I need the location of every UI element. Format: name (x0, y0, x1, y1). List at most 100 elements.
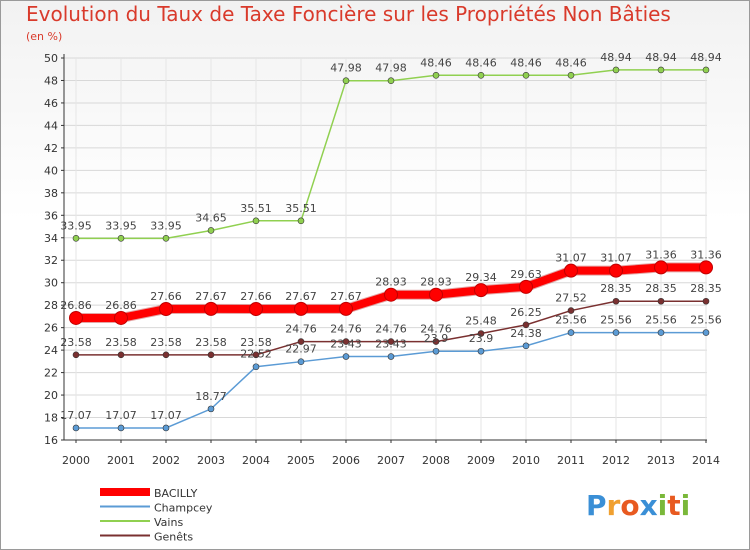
logo-letter: o (620, 489, 640, 522)
data-label: 31.07 (555, 252, 587, 265)
data-label: 23.58 (105, 336, 137, 349)
x-tick-label: 2002 (152, 454, 180, 467)
x-tick-label: 2008 (422, 454, 450, 467)
data-label: 27.67 (330, 290, 362, 303)
data-label: 48.94 (600, 51, 632, 64)
y-tick-label: 44 (44, 119, 58, 132)
data-label: 34.65 (195, 211, 227, 224)
data-point (477, 72, 485, 79)
data-point (252, 351, 260, 359)
data-label: 17.07 (150, 409, 182, 422)
x-tick-label: 2006 (332, 454, 360, 467)
data-label: 17.07 (60, 409, 92, 422)
data-label: 27.66 (150, 290, 182, 303)
data-point (519, 279, 533, 294)
data-label: 26.86 (105, 299, 137, 312)
data-point (159, 301, 173, 316)
y-tick-label: 34 (44, 232, 58, 245)
chart-subtitle: (en %) (26, 30, 63, 43)
data-label: 17.07 (105, 409, 137, 422)
data-label: 22.52 (240, 348, 272, 361)
legend-label: Champcey (154, 502, 213, 515)
logo-letter: r (606, 489, 621, 522)
data-label: 48.46 (420, 56, 452, 69)
data-point (162, 351, 170, 359)
data-point (387, 77, 395, 84)
y-tick-label: 20 (44, 389, 58, 402)
data-label: 31.36 (645, 248, 677, 261)
y-tick-label: 42 (44, 142, 58, 155)
x-tick-label: 2004 (242, 454, 270, 467)
logo-letter: i (680, 489, 691, 522)
data-label: 31.36 (690, 248, 722, 261)
data-point (477, 330, 485, 337)
y-tick-label: 46 (44, 97, 58, 110)
data-point (612, 297, 620, 305)
data-point (162, 235, 170, 242)
data-point (522, 72, 530, 79)
data-label: 24.76 (330, 323, 362, 336)
data-label: 24.76 (285, 323, 317, 336)
data-point (702, 297, 710, 305)
data-label: 18.77 (195, 390, 227, 403)
data-label: 28.35 (690, 282, 722, 295)
logo-letter: t (667, 489, 681, 522)
data-point (612, 329, 620, 336)
data-point (117, 351, 125, 359)
data-label: 28.93 (375, 276, 407, 289)
data-label: 25.48 (465, 314, 497, 327)
data-point (702, 329, 710, 336)
data-label: 25.56 (555, 314, 587, 327)
proxiti-logo: Proxiti (586, 489, 690, 522)
data-label: 47.98 (375, 62, 407, 75)
x-tick-label: 2005 (287, 454, 315, 467)
data-label: 22.97 (285, 343, 317, 356)
data-point (522, 342, 530, 350)
data-label: 25.56 (645, 314, 677, 327)
y-tick-label: 32 (44, 254, 58, 267)
data-point (207, 405, 215, 413)
data-label: 23.9 (469, 332, 494, 345)
y-tick-label: 22 (44, 367, 58, 380)
x-tick-label: 2012 (602, 454, 630, 467)
data-point (612, 66, 620, 74)
data-point (252, 363, 260, 371)
data-point (207, 227, 215, 234)
y-tick-label: 26 (44, 322, 58, 335)
data-point (387, 338, 395, 345)
chart-title: Evolution du Taux de Taxe Foncière sur l… (26, 2, 671, 26)
data-point (342, 353, 350, 360)
y-tick-label: 50 (44, 52, 58, 65)
data-point (72, 351, 80, 359)
data-label: 28.35 (600, 282, 632, 295)
legend-label: Genêts (154, 531, 193, 544)
data-point (567, 307, 575, 314)
data-point (384, 287, 398, 302)
data-label: 33.95 (60, 219, 92, 232)
data-point (297, 338, 305, 345)
data-point (429, 287, 443, 302)
data-point (207, 351, 215, 359)
x-tick-label: 2009 (467, 454, 495, 467)
data-label: 23.9 (424, 332, 449, 345)
data-label: 48.46 (510, 56, 542, 69)
data-point (477, 347, 485, 355)
logo-letter: x (639, 489, 658, 522)
logo-letter: P (586, 489, 607, 522)
x-tick-label: 2010 (512, 454, 540, 467)
data-label: 25.56 (600, 314, 632, 327)
data-label: 27.66 (240, 290, 272, 303)
data-label: 47.98 (330, 62, 362, 75)
data-label: 27.67 (195, 290, 227, 303)
data-label: 28.93 (420, 276, 452, 289)
data-point (117, 424, 125, 432)
data-point (342, 338, 350, 345)
data-label: 23.58 (150, 336, 182, 349)
data-label: 24.76 (375, 323, 407, 336)
data-label: 35.51 (240, 202, 272, 215)
data-point (702, 66, 710, 74)
y-tick-label: 48 (44, 74, 58, 87)
data-point (162, 424, 170, 432)
